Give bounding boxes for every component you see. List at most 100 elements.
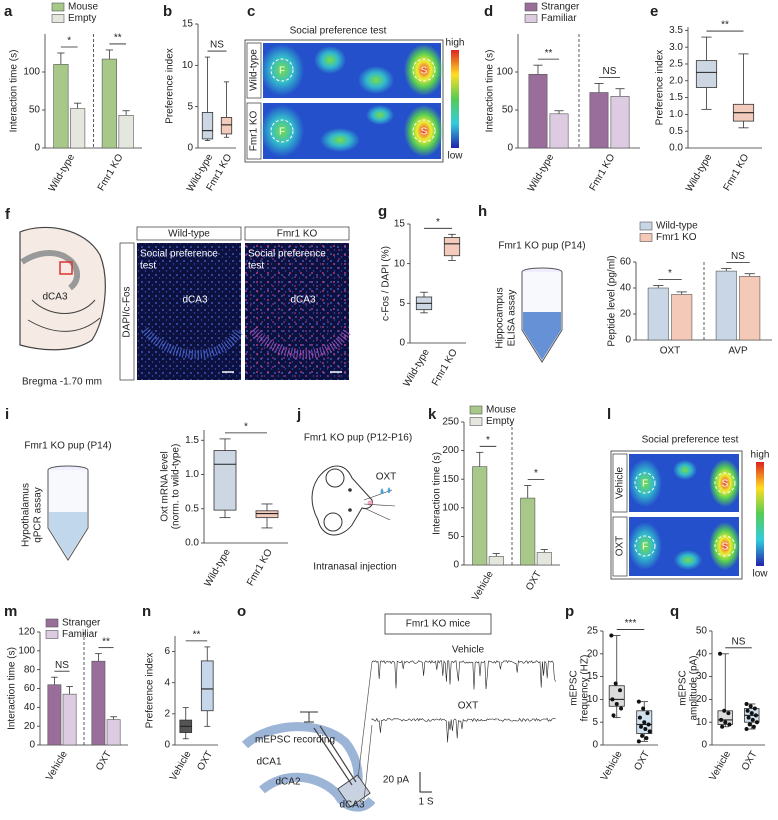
y-tick-label: 15 [182,19,194,30]
tube [47,465,89,561]
y-tick-label: 10 [394,258,406,269]
significance-label: ** [114,33,122,44]
subject-label: Fmr1 KO pup (P14) [24,441,111,452]
y-tick-label: 40 [620,283,632,294]
bar [47,684,62,746]
data-point [722,708,727,713]
panel-label: p [565,603,574,620]
y-tick-label: 0 [701,740,707,751]
colorbar-label: high [751,450,770,461]
legend-swatch [639,221,653,231]
panel-label: a [4,3,13,20]
significance-label: NS [603,66,617,77]
significance-label: NS [210,40,224,51]
recording-label: mEPSC recording [255,735,335,746]
box [695,60,718,88]
y-axis-label: amplitude (pA) [689,655,700,720]
panel-c: c Social preference test Wild-type Fmr1 … [244,3,465,163]
bar [647,287,669,341]
y-tick-label: 10 [696,717,708,728]
y-tick-label: 50 [502,105,514,116]
panel-label: m [4,603,17,620]
data-point [617,688,622,693]
colorbar-label: high [446,38,465,49]
y-axis-label: c-Fos / DAPI (%) [381,246,392,321]
data-point [611,713,616,718]
data-point [750,717,755,722]
zoom-line [363,724,373,801]
scale-label: 1 S [418,797,433,808]
trace [371,717,556,743]
row-label: OXT [615,536,626,557]
x-tick-label: Fmr1 KO [430,347,460,388]
legend-swatch [639,233,653,242]
y-tick-label: 20 [587,648,599,659]
legend-label: Familiar [62,629,98,640]
y-tick-label: 100 [23,67,40,78]
panel-o: o Fmr1 KO mice Vehicle OXT mEPSC recordi… [237,603,556,812]
bar [520,497,536,566]
zoom-line [357,661,373,779]
pipette [319,725,357,783]
bar [472,466,488,566]
box [201,112,214,140]
droplets [380,487,391,494]
data-point [726,711,731,716]
significance-label: *** [625,618,637,629]
drug-label: OXT [376,472,397,483]
y-axis-label: Preference index [655,50,666,126]
x-tick-label: Fmr1 KO [245,547,275,588]
y-tick-label: 200 [442,445,459,456]
y-tick-label: 0 [625,335,631,346]
chamber-label: F [642,542,648,553]
y-tick-label: 250 [442,417,459,428]
chamber-label: F [642,479,648,490]
legend-swatch [51,14,65,23]
trace-label: OXT [458,701,479,712]
y-axis-label: Oxt mRNA level [160,451,171,522]
y-tick-label: 0 [29,740,35,751]
y-tick-label: 100 [496,67,513,78]
x-tick-label: OXT [524,569,544,592]
bar [62,693,77,746]
legend-label: Familiar [541,13,577,24]
data-point [753,713,758,718]
significance-label: * [534,468,538,479]
x-tick-label: Wild-type [684,152,715,194]
data-point [749,711,754,716]
y-tick-label: 0.0 [669,143,683,154]
legend-swatch [45,630,59,639]
colorbar [756,462,764,566]
y-tick-label: 50 [448,531,460,542]
y-tick-label: 10 [182,60,194,71]
data-point [744,727,749,732]
panel-f: f dCA3 Bregma -1.70 mm Wild-type Fmr1 KO… [5,206,352,388]
data-point [636,699,641,704]
legend-label: Stranger [541,2,580,13]
data-point [719,717,724,722]
box [220,117,233,135]
y-tick-label: 50 [696,626,708,637]
significance-label: * [486,435,490,446]
panel-label: e [650,3,658,20]
data-point [637,715,642,720]
y-tick-label: 20 [620,309,632,320]
bar [589,92,609,149]
bar [549,113,569,149]
panel-label: g [378,203,387,220]
dentate [259,772,376,812]
method-label: qPCR assay [33,487,44,543]
region-label: dCA2 [275,777,300,788]
panel-label: l [607,406,611,423]
condition-label: Social preference [140,249,218,260]
tube [521,267,563,363]
panel-l: l Social preference test Vehicle OXT F S… [607,406,769,580]
bar [118,115,134,149]
cell-layer [141,326,244,359]
y-tick-label: 80 [24,664,36,675]
panel-label: b [163,3,172,20]
mice-box [384,613,492,635]
data-point [751,724,756,729]
row-label: Vehicle [615,466,626,499]
y-axis-label: Interaction time (s) [432,452,443,535]
